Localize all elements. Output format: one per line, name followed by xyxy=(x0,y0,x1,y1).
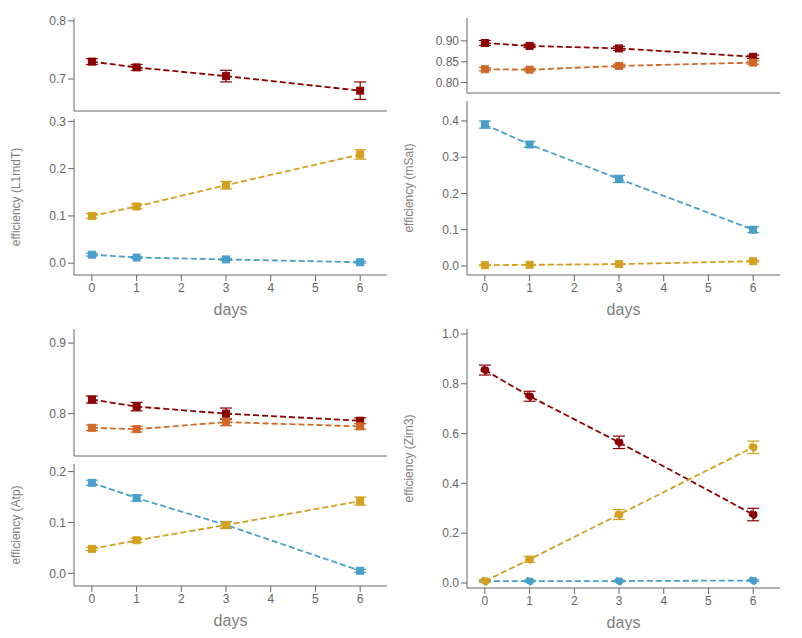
svg-text:0: 0 xyxy=(482,594,489,608)
svg-text:3: 3 xyxy=(223,592,230,606)
svg-text:0.2: 0.2 xyxy=(49,465,66,479)
svg-text:0.2: 0.2 xyxy=(442,187,459,201)
svg-text:5: 5 xyxy=(705,594,712,608)
svg-text:5: 5 xyxy=(705,281,712,295)
svg-text:3: 3 xyxy=(616,281,623,295)
svg-text:efficiency (L1mdT): efficiency (L1mdT) xyxy=(9,148,23,246)
svg-text:0.9: 0.9 xyxy=(49,336,66,350)
svg-text:0.3: 0.3 xyxy=(442,150,459,164)
svg-text:0.3: 0.3 xyxy=(49,115,66,129)
svg-text:0.4: 0.4 xyxy=(442,477,459,491)
svg-text:days: days xyxy=(214,301,248,318)
svg-text:0.0: 0.0 xyxy=(49,256,66,270)
svg-text:0.80: 0.80 xyxy=(436,76,460,90)
svg-text:4: 4 xyxy=(267,592,274,606)
svg-text:1: 1 xyxy=(133,281,140,295)
svg-text:days: days xyxy=(607,301,641,318)
svg-text:0.1: 0.1 xyxy=(49,516,66,530)
svg-text:2: 2 xyxy=(571,594,578,608)
svg-text:0.2: 0.2 xyxy=(49,162,66,176)
svg-text:0.7: 0.7 xyxy=(49,72,66,86)
svg-text:6: 6 xyxy=(357,281,364,295)
svg-text:5: 5 xyxy=(312,281,319,295)
svg-text:2: 2 xyxy=(178,592,185,606)
svg-text:0.4: 0.4 xyxy=(442,114,459,128)
svg-text:0.8: 0.8 xyxy=(49,407,66,421)
svg-text:0: 0 xyxy=(482,281,489,295)
svg-text:2: 2 xyxy=(178,281,185,295)
svg-text:4: 4 xyxy=(660,281,667,295)
svg-text:4: 4 xyxy=(660,594,667,608)
svg-text:0.0: 0.0 xyxy=(442,259,459,273)
svg-text:0.85: 0.85 xyxy=(436,55,460,69)
svg-text:0.0: 0.0 xyxy=(442,576,459,590)
svg-text:days: days xyxy=(214,612,248,629)
svg-text:0.90: 0.90 xyxy=(436,34,460,48)
svg-text:4: 4 xyxy=(267,281,274,295)
svg-text:1: 1 xyxy=(526,281,533,295)
svg-text:0.8: 0.8 xyxy=(442,377,459,391)
svg-text:3: 3 xyxy=(223,281,230,295)
svg-text:6: 6 xyxy=(750,594,757,608)
svg-text:0.1: 0.1 xyxy=(442,223,459,237)
svg-text:2: 2 xyxy=(571,281,578,295)
svg-text:days: days xyxy=(607,614,641,630)
svg-text:efficiency (Atp): efficiency (Atp) xyxy=(9,485,23,564)
svg-text:0.0: 0.0 xyxy=(49,567,66,581)
svg-text:1.0: 1.0 xyxy=(442,327,459,341)
svg-text:efficiency (mSat): efficiency (mSat) xyxy=(402,143,416,232)
svg-text:0: 0 xyxy=(89,281,96,295)
svg-text:3: 3 xyxy=(616,594,623,608)
svg-text:6: 6 xyxy=(357,592,364,606)
svg-text:0: 0 xyxy=(89,592,96,606)
svg-text:1: 1 xyxy=(526,594,533,608)
svg-text:0.2: 0.2 xyxy=(442,526,459,540)
svg-text:5: 5 xyxy=(312,592,319,606)
svg-text:0.1: 0.1 xyxy=(49,209,66,223)
svg-text:efficiency (Zim3): efficiency (Zim3) xyxy=(402,415,416,503)
svg-text:6: 6 xyxy=(750,281,757,295)
svg-text:0.8: 0.8 xyxy=(49,14,66,28)
svg-text:1: 1 xyxy=(133,592,140,606)
svg-text:0.6: 0.6 xyxy=(442,427,459,441)
